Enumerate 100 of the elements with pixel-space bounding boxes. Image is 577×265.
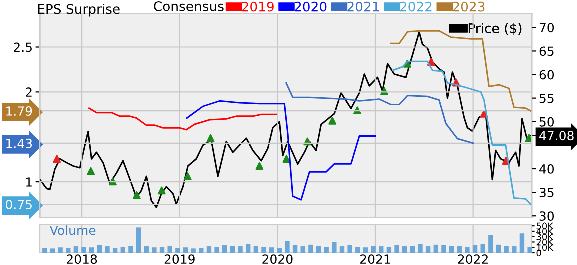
bar (308, 244, 314, 253)
legend-label: 2020 (294, 2, 327, 12)
point (87, 167, 96, 176)
y2-tick-label: 30 (540, 212, 554, 222)
x-tick-label: 2019 (164, 254, 195, 264)
bar (449, 246, 454, 253)
y-axis-title: Volume (50, 226, 96, 236)
bar (66, 248, 71, 253)
bar (191, 248, 196, 253)
bar (214, 247, 220, 253)
bar (410, 246, 416, 253)
x-tick-label: 2021 (360, 254, 390, 264)
y-tick-label: 30K (536, 234, 554, 240)
y2-tick-label: 55 (540, 94, 554, 104)
bar (356, 247, 360, 253)
bar (472, 245, 478, 253)
y-tick-label: 20K (536, 238, 554, 246)
bar (386, 247, 392, 253)
bar (128, 246, 134, 253)
x-tick-label: 2018 (67, 254, 98, 264)
bar (42, 248, 48, 253)
point (256, 162, 264, 170)
bar (206, 246, 212, 253)
bar (105, 246, 110, 253)
y2-tick-label: 50 (540, 117, 554, 127)
bar (262, 247, 266, 253)
bar (144, 246, 149, 253)
line-series (286, 82, 474, 144)
bar (176, 248, 180, 253)
bar (285, 241, 290, 253)
point (132, 191, 141, 200)
bar (434, 244, 438, 253)
bar (520, 234, 525, 253)
bar (394, 245, 400, 253)
bar (82, 247, 86, 253)
bar (480, 244, 486, 253)
x-tick-label: 2022 (458, 254, 488, 264)
bar (246, 244, 251, 253)
y-tick-label: 1.43 (6, 138, 32, 148)
y2-tick-label: 40 (540, 164, 554, 174)
bar (277, 248, 282, 253)
bar (168, 246, 172, 253)
bar (363, 248, 368, 253)
bar (230, 246, 236, 253)
legend-label: 2019 (242, 2, 274, 12)
bar (512, 246, 517, 253)
bar (292, 245, 298, 253)
x-tick-label: 2020 (262, 254, 293, 264)
y2-tick-label: 70 (540, 23, 554, 33)
y-tick-label: 1.79 (6, 106, 32, 116)
y2-tick-label: 60 (540, 70, 554, 80)
bar (488, 235, 494, 253)
bar (152, 248, 157, 253)
bar (112, 248, 118, 253)
line-series (186, 100, 376, 201)
y-tick-label: 0.75 (6, 200, 32, 210)
bar (136, 228, 142, 253)
bar (222, 245, 228, 253)
bar (97, 245, 102, 253)
point (158, 186, 166, 195)
legend-title: Consensus (154, 1, 224, 12)
y2-tick-label: 35 (540, 188, 554, 198)
bar (160, 247, 165, 253)
bar (89, 248, 94, 253)
y2-tick-label: 65 (540, 46, 554, 56)
bar (457, 246, 462, 253)
point (525, 134, 532, 142)
y-tick-label: 2.5 (14, 42, 32, 52)
bar (418, 244, 423, 253)
bar (348, 245, 352, 253)
bar (465, 247, 470, 253)
point (53, 155, 62, 164)
legend-label: 2021 (348, 2, 380, 12)
bar (74, 246, 79, 253)
bar (324, 247, 329, 253)
bar (528, 247, 532, 253)
y-tick-label: 1 (26, 178, 32, 187)
bar (120, 247, 126, 253)
bar (442, 245, 446, 253)
bar (402, 246, 408, 253)
y-tick-label: 50K (536, 222, 554, 230)
bar (300, 246, 306, 253)
point (206, 134, 215, 142)
bar (50, 248, 56, 253)
bar (379, 246, 384, 253)
bar (371, 246, 376, 253)
bar (504, 246, 509, 253)
bar (58, 248, 63, 253)
y2-tick-label: 47.08 (540, 131, 574, 141)
bar (426, 246, 431, 253)
point (328, 116, 337, 125)
legend-label: Price ($) (468, 23, 522, 36)
line-series (88, 108, 278, 131)
bar (316, 246, 322, 253)
bar (269, 248, 274, 253)
point (184, 172, 192, 180)
y-tick-label: 2 (26, 88, 32, 97)
bar (496, 244, 502, 253)
bar (183, 248, 188, 253)
bar (340, 246, 345, 253)
